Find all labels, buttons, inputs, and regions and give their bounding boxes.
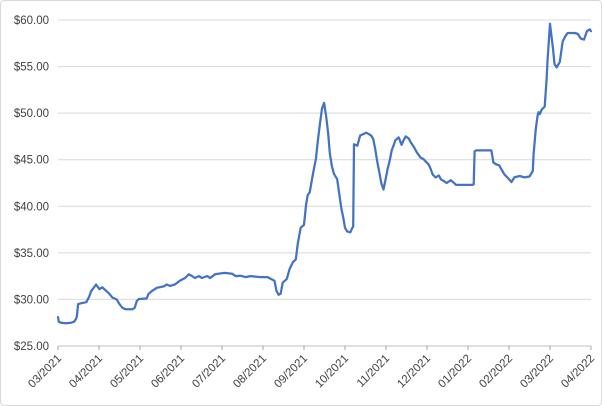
y-axis-tick-label: $60.00 bbox=[14, 15, 49, 27]
x-axis-tick-label: 01/2022 bbox=[436, 353, 474, 391]
x-axis-tick-label: 02/2022 bbox=[477, 353, 515, 391]
x-axis-tick-label: 04/2021 bbox=[67, 353, 105, 391]
x-axis-tick-label: 04/2022 bbox=[559, 353, 597, 391]
y-axis-tick-label: $50.00 bbox=[14, 108, 49, 120]
y-axis-tick-label: $30.00 bbox=[14, 294, 49, 306]
y-axis-tick-label: $25.00 bbox=[14, 341, 49, 353]
y-axis-tick-label: $35.00 bbox=[14, 248, 49, 260]
x-axis-tick-label: 08/2021 bbox=[231, 353, 269, 391]
x-axis-tick-label: 09/2021 bbox=[272, 353, 310, 391]
x-axis-tick-label: 12/2021 bbox=[395, 353, 433, 391]
y-axis-tick-label: $55.00 bbox=[14, 62, 49, 74]
x-axis-tick-label: 10/2021 bbox=[313, 353, 351, 391]
price-series-line bbox=[56, 22, 593, 325]
x-axis-tick-label: 05/2021 bbox=[108, 353, 146, 391]
y-axis-tick-label: $45.00 bbox=[14, 155, 49, 167]
x-axis-tick-label: 07/2021 bbox=[190, 353, 228, 391]
y-axis-tick-label: $40.00 bbox=[14, 201, 49, 213]
x-axis-tick-label: 11/2021 bbox=[355, 353, 392, 390]
x-axis-tick-label: 06/2021 bbox=[149, 353, 187, 391]
x-axis-tick-label: 03/2021 bbox=[26, 353, 64, 391]
x-axis-tick-label: 03/2022 bbox=[518, 353, 556, 391]
